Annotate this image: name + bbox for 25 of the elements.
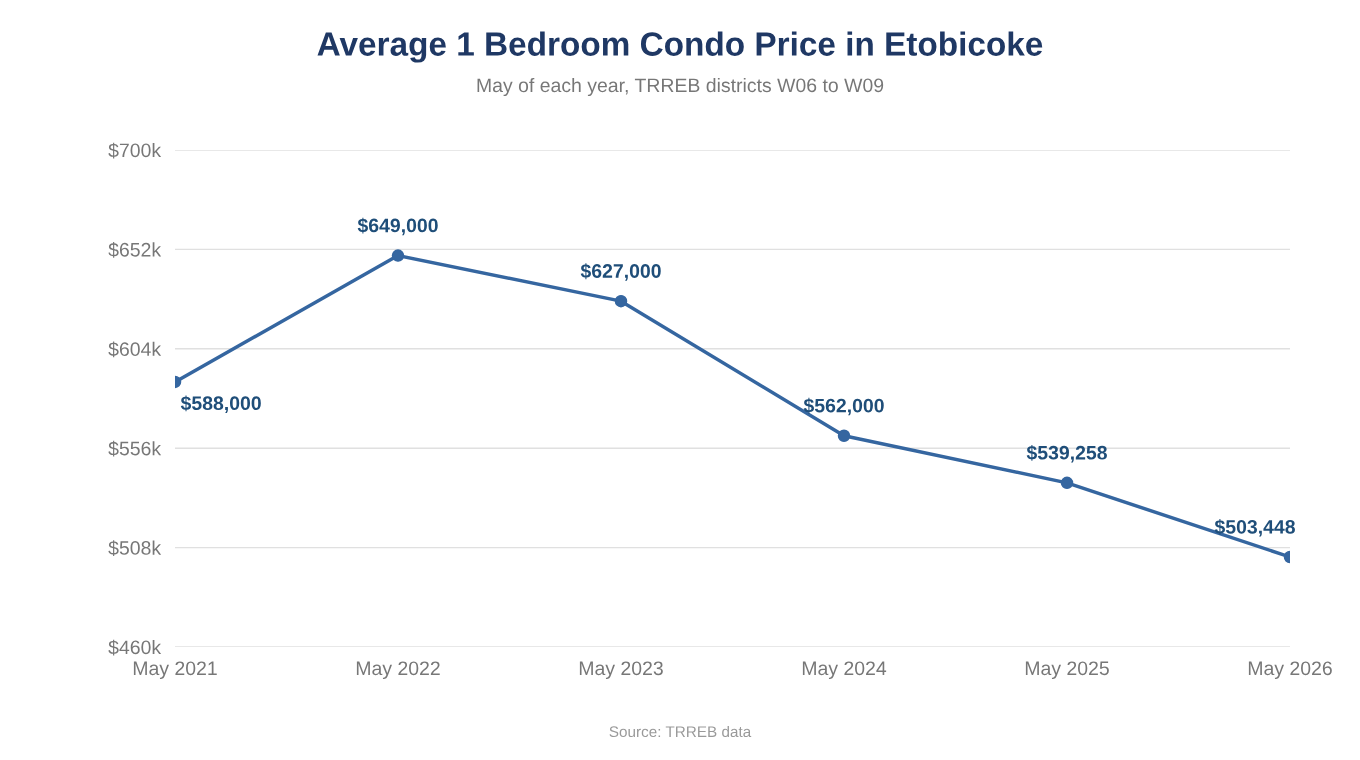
point: [837, 429, 851, 443]
x-tick-label: May 2021: [133, 661, 217, 680]
y-tick-label: $700k: [108, 142, 162, 159]
y-tick-label: $604k: [108, 341, 162, 358]
y-tick-label: $556k: [108, 440, 162, 457]
chart-title: Average 1 Bedroom Condo Price in Etobicoke: [317, 31, 1043, 63]
data-label: $588,000: [180, 395, 261, 413]
x-tick-label: May 2026: [1248, 661, 1332, 680]
x-tick-label: May 2023: [579, 661, 663, 680]
x-tick-label: May 2024: [802, 661, 887, 680]
data-label: $539,258: [1026, 444, 1107, 463]
chart-subtitle: May of each year, TRREB districts W06 to W09: [477, 77, 884, 97]
data-label: $503,448: [1214, 519, 1295, 537]
y-tick-label: $508k: [108, 540, 162, 556]
data-label: $562,000: [803, 397, 884, 416]
point: [391, 249, 405, 262]
point: [1060, 476, 1074, 490]
y-tick-label: $460k: [108, 639, 162, 656]
source-note: Source: TRREB data: [609, 725, 752, 738]
data-label: $627,000: [580, 263, 661, 281]
x-tick-label: May 2025: [1025, 661, 1109, 680]
y-tick-label: $652k: [108, 242, 162, 258]
x-tick-label: May 2022: [356, 661, 440, 680]
point: [614, 294, 628, 308]
data-label: $649,000: [357, 217, 438, 236]
